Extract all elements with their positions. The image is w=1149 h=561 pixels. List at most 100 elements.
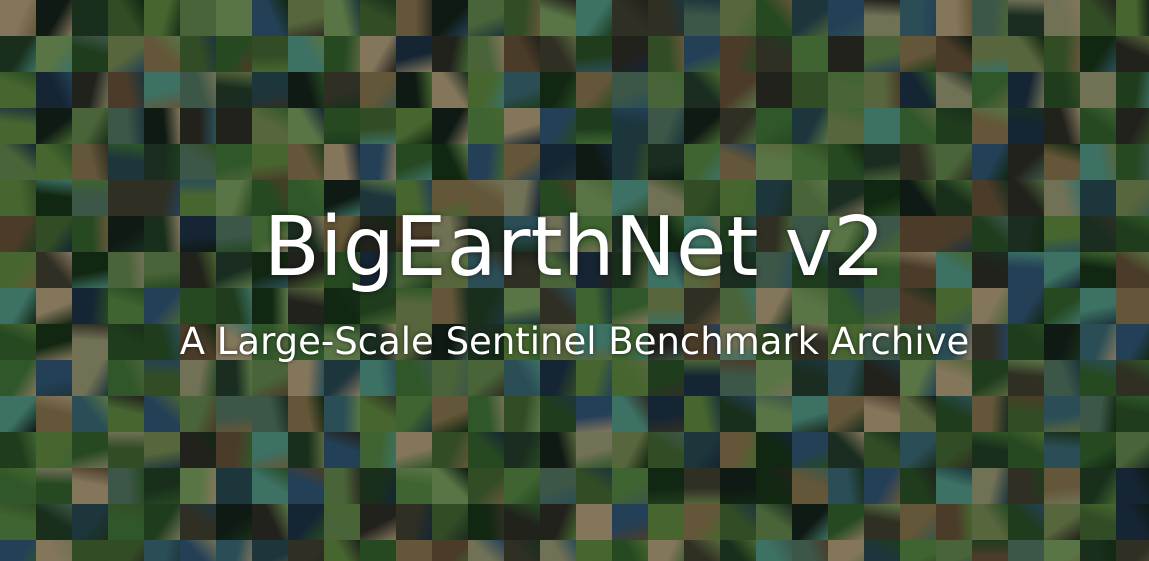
satellite-tile xyxy=(288,216,324,252)
satellite-tile xyxy=(972,180,1008,216)
satellite-tile xyxy=(1044,468,1080,504)
satellite-tile xyxy=(216,252,252,288)
satellite-tile xyxy=(900,0,936,36)
satellite-tile xyxy=(828,324,864,360)
satellite-tile xyxy=(504,108,540,144)
satellite-tile xyxy=(936,36,972,72)
satellite-tile xyxy=(936,540,972,561)
satellite-tile xyxy=(1116,360,1149,396)
satellite-tile xyxy=(900,36,936,72)
satellite-tile xyxy=(1080,0,1116,36)
satellite-tile xyxy=(684,216,720,252)
satellite-tile xyxy=(900,180,936,216)
satellite-tile xyxy=(1044,0,1080,36)
satellite-tile xyxy=(1116,144,1149,180)
satellite-tile xyxy=(792,396,828,432)
satellite-tile xyxy=(576,396,612,432)
satellite-tile xyxy=(144,540,180,561)
satellite-tile xyxy=(648,504,684,540)
satellite-tile xyxy=(324,360,360,396)
satellite-tile xyxy=(900,396,936,432)
satellite-tile xyxy=(1044,72,1080,108)
satellite-tile xyxy=(360,108,396,144)
satellite-tile xyxy=(0,432,36,468)
satellite-tile xyxy=(828,0,864,36)
satellite-tile xyxy=(936,360,972,396)
satellite-tile xyxy=(324,432,360,468)
satellite-tile xyxy=(108,288,144,324)
satellite-tile xyxy=(684,360,720,396)
satellite-tile xyxy=(72,252,108,288)
satellite-tile xyxy=(288,504,324,540)
satellite-tile xyxy=(504,468,540,504)
satellite-tile xyxy=(1080,540,1116,561)
satellite-tile xyxy=(540,180,576,216)
satellite-tile xyxy=(36,36,72,72)
satellite-tile xyxy=(360,540,396,561)
satellite-tile xyxy=(720,360,756,396)
satellite-tile xyxy=(360,252,396,288)
satellite-tile xyxy=(684,144,720,180)
satellite-tile xyxy=(648,252,684,288)
satellite-tile xyxy=(720,504,756,540)
satellite-tile xyxy=(792,288,828,324)
satellite-tile xyxy=(0,396,36,432)
satellite-tile xyxy=(144,72,180,108)
satellite-tile xyxy=(936,432,972,468)
satellite-tile xyxy=(288,288,324,324)
satellite-tile xyxy=(864,540,900,561)
satellite-tile xyxy=(72,396,108,432)
satellite-tile xyxy=(612,252,648,288)
satellite-tile xyxy=(1080,144,1116,180)
satellite-tile xyxy=(252,0,288,36)
satellite-tile xyxy=(504,144,540,180)
satellite-tile xyxy=(972,288,1008,324)
satellite-tile xyxy=(72,72,108,108)
satellite-tile xyxy=(108,324,144,360)
satellite-tile xyxy=(792,180,828,216)
satellite-tile xyxy=(720,144,756,180)
satellite-tile xyxy=(720,252,756,288)
satellite-tile xyxy=(972,504,1008,540)
satellite-tile xyxy=(36,504,72,540)
satellite-tile xyxy=(396,72,432,108)
satellite-tile xyxy=(720,216,756,252)
satellite-tile xyxy=(252,36,288,72)
satellite-tile xyxy=(324,36,360,72)
satellite-tile xyxy=(288,108,324,144)
satellite-tile xyxy=(720,432,756,468)
satellite-tile xyxy=(720,540,756,561)
satellite-tile xyxy=(828,72,864,108)
satellite-tile xyxy=(252,468,288,504)
satellite-tile xyxy=(288,468,324,504)
satellite-tile xyxy=(288,72,324,108)
satellite-tile xyxy=(288,324,324,360)
satellite-tile xyxy=(288,36,324,72)
satellite-tile xyxy=(648,36,684,72)
satellite-tile xyxy=(936,216,972,252)
satellite-tile xyxy=(756,0,792,36)
satellite-tile xyxy=(504,360,540,396)
satellite-tile xyxy=(108,72,144,108)
satellite-tile xyxy=(612,216,648,252)
satellite-tile xyxy=(612,396,648,432)
satellite-tile xyxy=(540,108,576,144)
satellite-tile xyxy=(468,540,504,561)
satellite-tile xyxy=(468,288,504,324)
satellite-tile xyxy=(252,432,288,468)
satellite-tile xyxy=(864,0,900,36)
satellite-tile xyxy=(360,216,396,252)
satellite-tile xyxy=(720,324,756,360)
satellite-tile xyxy=(108,540,144,561)
satellite-tile xyxy=(36,324,72,360)
satellite-tile xyxy=(1044,180,1080,216)
satellite-tile xyxy=(72,360,108,396)
satellite-tile xyxy=(144,216,180,252)
satellite-tile xyxy=(504,36,540,72)
satellite-tile xyxy=(792,432,828,468)
satellite-tile xyxy=(1008,0,1044,36)
satellite-tile xyxy=(792,252,828,288)
satellite-tile xyxy=(1008,252,1044,288)
satellite-tile xyxy=(684,72,720,108)
